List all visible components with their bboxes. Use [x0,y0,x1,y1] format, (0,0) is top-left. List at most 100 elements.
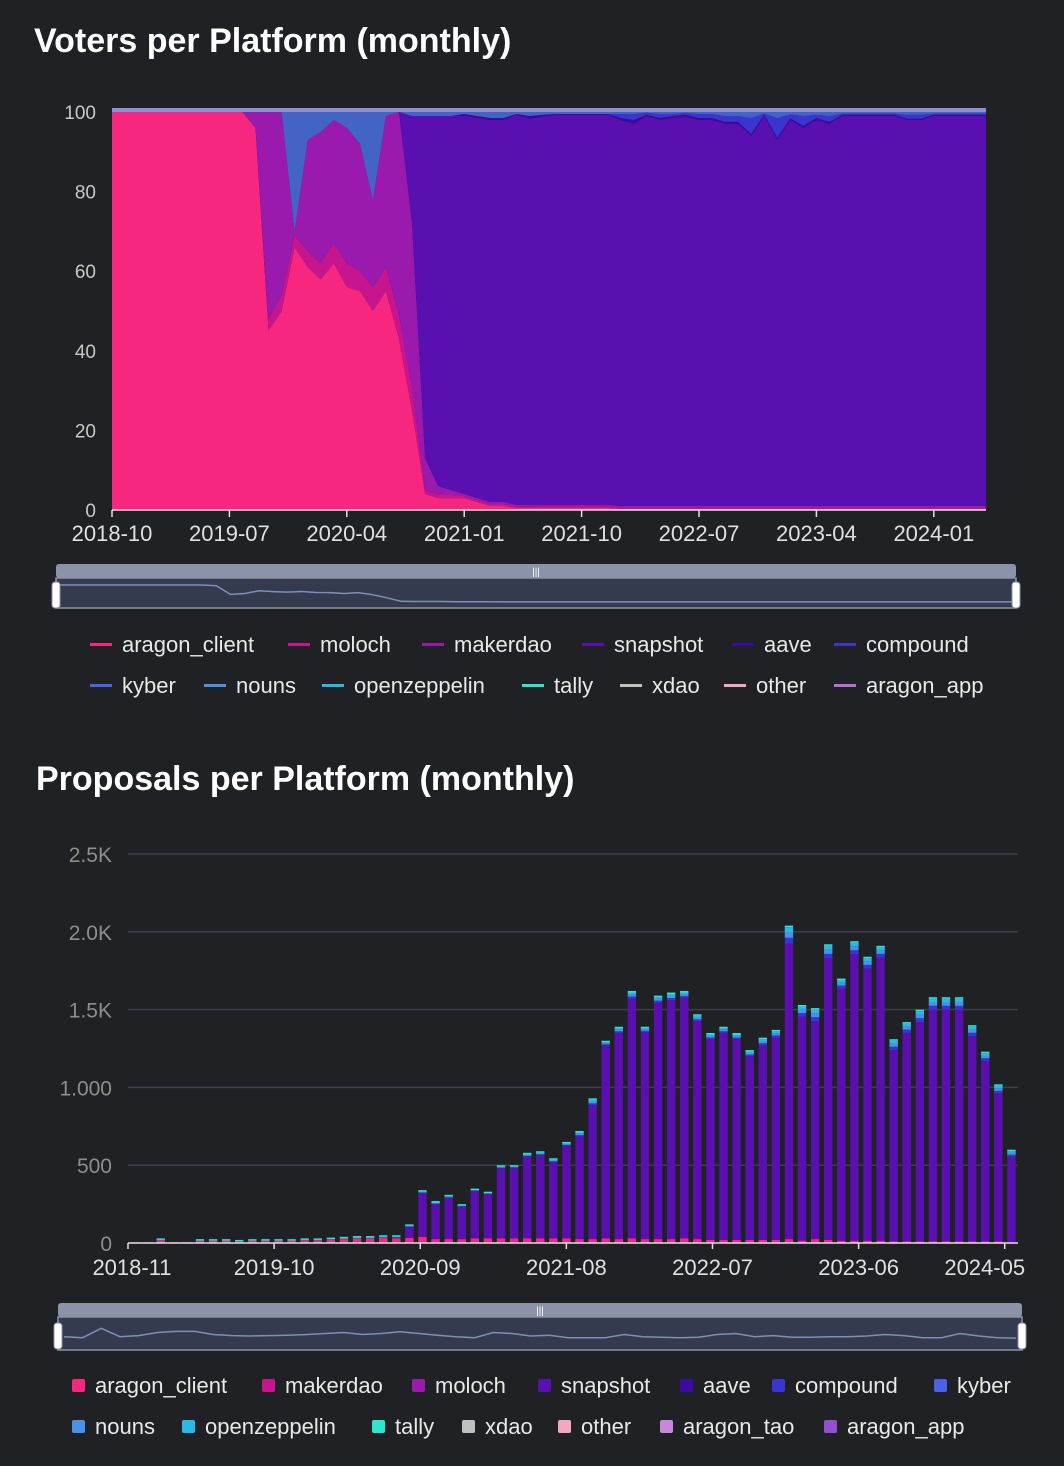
legend-item-snapshot[interactable]: snapshot [538,1373,650,1399]
bar-aragon_client [339,1239,349,1243]
y-tick-label: 80 [75,183,96,204]
legend-item-aragon_client[interactable]: aragon_client [90,632,254,658]
legend-swatch [422,642,444,646]
legend-item-makerdao[interactable]: makerdao [262,1373,383,1399]
bar-compound [575,1135,584,1137]
bar-nouns [745,1053,754,1055]
bar-snapshot [1007,1156,1016,1243]
bar-nouns [902,1026,911,1030]
x-tick-label: 2018-10 [72,521,153,546]
y-tick-label: 100 [64,103,96,124]
legend-item-snapshot[interactable]: snapshot [582,632,703,658]
bar-snapshot [549,1162,558,1239]
bar-aragon_client [444,1239,453,1243]
legend-swatch [412,1378,425,1392]
bar-snapshot [968,1036,977,1242]
legend-item-aragon_tao[interactable]: aragon_tao [660,1414,794,1440]
bar-tally [549,1158,558,1160]
legend-item-tally[interactable]: tally [372,1414,434,1440]
bar-aragon_client [169,1242,178,1243]
legend-item-compound[interactable]: compound [772,1373,898,1399]
legend-item-xdao[interactable]: xdao [620,673,700,699]
legend-item-moloch[interactable]: moloch [288,632,391,658]
zoom-slider-preview-line [63,1327,1017,1339]
bar-tally [981,1051,990,1054]
bar-compound [693,1019,702,1022]
zoom-handle-left[interactable] [51,581,61,609]
legend-label: tally [554,673,594,698]
bar-aragon_client [810,1239,820,1243]
zoom-grip-icon[interactable]: ||| [532,567,540,578]
bar-snapshot [614,1032,623,1240]
legend-item-nouns[interactable]: nouns [72,1414,155,1440]
legend-item-compound[interactable]: compound [834,632,969,658]
bar-snapshot [588,1105,597,1240]
bar-compound [954,1005,964,1010]
zoom-slider-top-bar[interactable] [58,1303,1022,1317]
bar-compound [981,1058,990,1061]
bar-aragon_client [313,1240,322,1243]
zoom-handle-left[interactable] [53,1322,63,1350]
bar-aragon_client [287,1240,296,1243]
legend-item-aave[interactable]: aave [732,632,812,658]
bar-nouns [719,1029,728,1032]
y-tick-label: 0 [100,1233,112,1256]
legend-item-kyber[interactable]: kyber [934,1373,1011,1399]
bar-aragon_client [941,1241,951,1243]
bar-nouns [614,1029,623,1032]
zoom-handle-right[interactable] [1017,1322,1027,1350]
bar-tally [653,995,663,998]
zoom-grip-icon[interactable]: ||| [536,1306,544,1317]
y-tick-label: 500 [77,1155,112,1178]
legend-item-xdao[interactable]: xdao [462,1414,533,1440]
bar-nouns [653,998,663,1001]
bar-aragon_client [706,1239,715,1243]
y-tick-label: 20 [75,421,96,442]
zoom-handle-right[interactable] [1011,581,1021,609]
bar-nouns [771,1033,781,1036]
legend-item-tally[interactable]: tally [522,673,593,699]
legend-item-aragon_client[interactable]: aragon_client [72,1373,227,1399]
bar-compound [994,1090,1003,1094]
legend-item-aave[interactable]: aave [680,1373,751,1399]
legend-swatch [724,683,746,687]
legend-item-aragon_app[interactable]: aragon_app [824,1414,964,1440]
legend-swatch [834,683,856,687]
bar-aragon_client [902,1241,911,1243]
bar-compound [719,1031,728,1033]
legend-item-kyber[interactable]: kyber [90,673,176,699]
bar-tally [195,1239,205,1241]
zoom-slider-top-bar[interactable] [56,564,1016,578]
bar-openzeppelin [889,1040,898,1044]
legend-swatch [934,1378,947,1392]
legend-item-aragon_app[interactable]: aragon_app [834,673,983,699]
bar-nouns [954,1001,964,1006]
bar-aragon_client [771,1239,781,1243]
y-tick-label: 40 [75,342,96,363]
legend-item-other[interactable]: other [558,1414,631,1440]
bar-compound [680,996,689,998]
bar-openzeppelin [536,1152,545,1154]
legend-item-nouns[interactable]: nouns [204,673,296,699]
zoom-slider-track[interactable] [57,1316,1023,1351]
bar-tally [784,925,794,928]
bar-aragon_client [968,1241,977,1243]
legend-label: moloch [435,1373,506,1398]
legend-swatch [824,1419,837,1433]
bar-nouns [732,1035,741,1038]
bar-aragon_client [235,1241,244,1243]
legend-item-openzeppelin[interactable]: openzeppelin [322,673,485,699]
legend-swatch [262,1378,275,1392]
legend-item-makerdao[interactable]: makerdao [422,632,552,658]
bar-tally [627,990,637,993]
bar-aragon_client [509,1238,519,1243]
bar-tally [680,990,689,993]
bar-nouns [824,949,833,954]
x-tick-label: 2023-04 [776,521,857,546]
bar-openzeppelin [863,958,872,962]
zoom-slider-track[interactable] [55,577,1017,609]
legend-item-other[interactable]: other [724,673,806,699]
legend-item-openzeppelin[interactable]: openzeppelin [182,1414,336,1440]
bar-aragon_client [300,1240,309,1243]
legend-item-moloch[interactable]: moloch [412,1373,506,1399]
